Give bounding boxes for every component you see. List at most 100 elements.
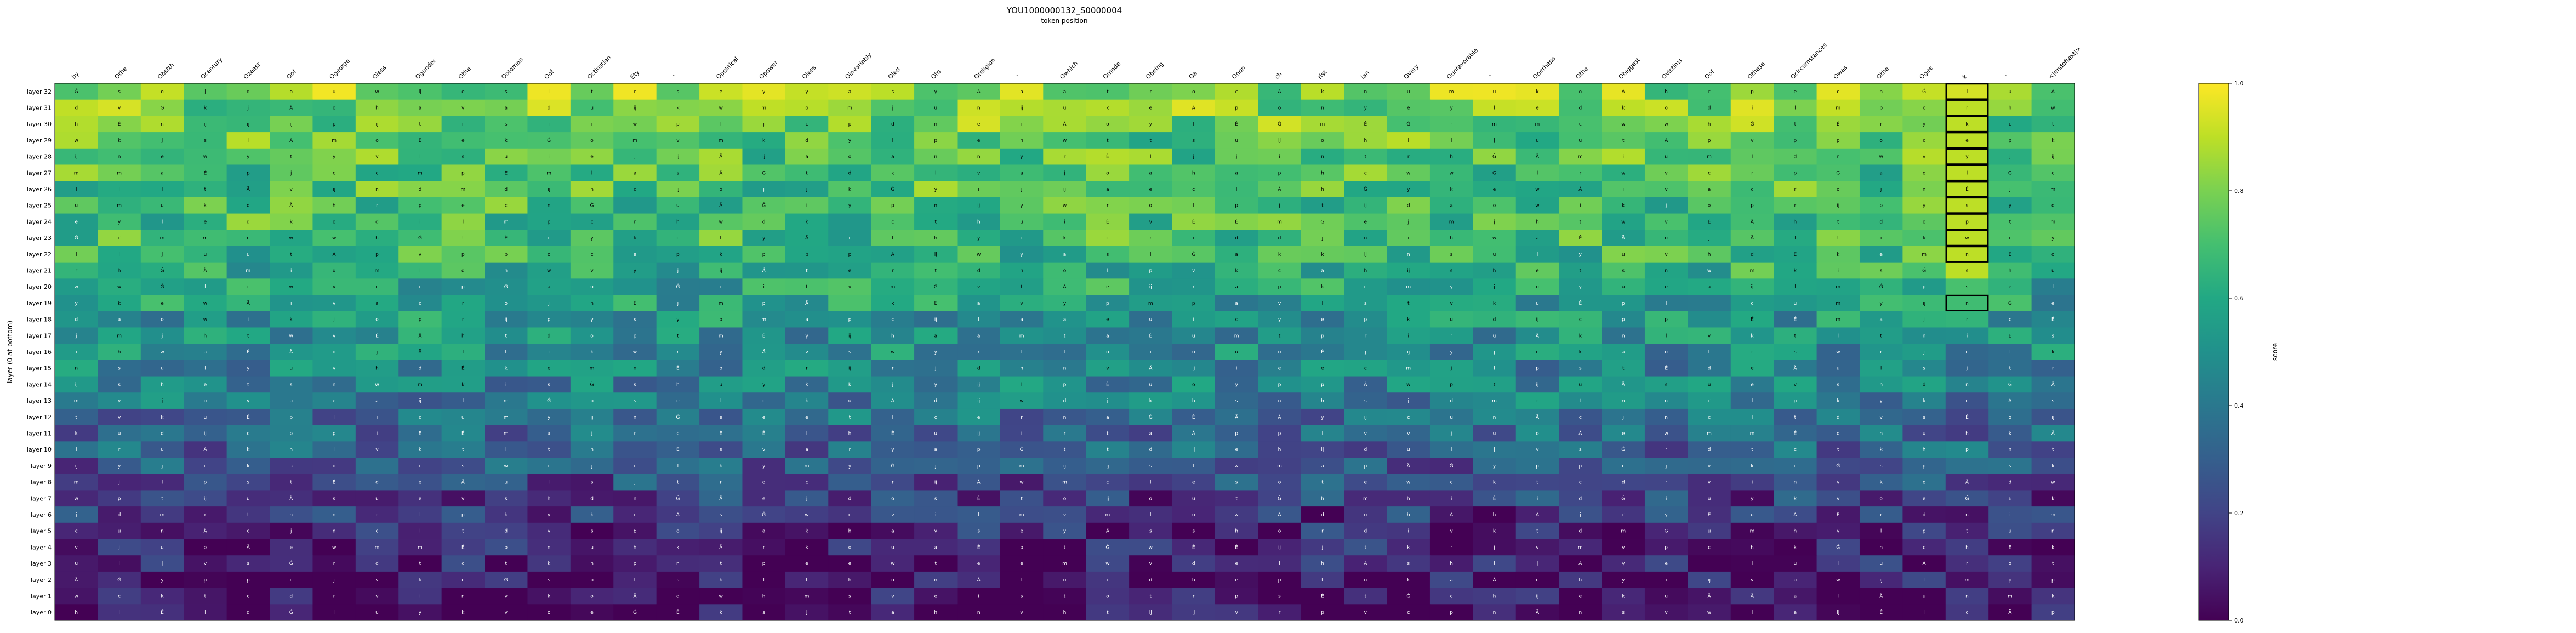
heatmap-cell (1215, 164, 1258, 181)
cell-label: Ä (1536, 512, 1540, 518)
cell-label: u (1622, 284, 1625, 290)
cell-label: n (1965, 252, 1969, 258)
cell-label: o (333, 106, 336, 111)
cell-label: Ġ (75, 235, 78, 241)
cell-label: j (290, 170, 292, 176)
cell-label: y (419, 610, 422, 615)
cell-label: h (375, 236, 379, 241)
cell-label: u (375, 610, 379, 615)
heatmap-cell (570, 197, 614, 214)
heatmap-cell (1774, 132, 1817, 149)
cell-label: w (203, 301, 207, 306)
heatmap-cell (699, 99, 743, 116)
cell-label: v (290, 187, 293, 192)
heatmap-cell (140, 164, 184, 181)
cell-label: m (1363, 496, 1368, 501)
cell-label: n (1965, 512, 1969, 518)
cell-label: c (1235, 89, 1238, 95)
heatmap-cell (699, 148, 743, 165)
y-tick-label: layer 31 (27, 105, 52, 112)
cell-label: y (934, 89, 938, 95)
heatmap-cell (828, 132, 872, 149)
cell-label: e (1235, 447, 1238, 453)
x-tick-label: Omade (1102, 60, 1122, 81)
cell-label: l (806, 431, 808, 436)
cell-label: Ġ (1492, 170, 1496, 176)
x-tick-label: Obiggest (1617, 56, 1642, 81)
cell-label: l (1838, 561, 1839, 567)
cell-label: j (1665, 203, 1667, 209)
heatmap-cell (441, 83, 485, 100)
heatmap-cell (485, 164, 528, 181)
heatmap-cell (1043, 246, 1087, 263)
heatmap-cell (914, 181, 958, 198)
cell-label: i (548, 155, 550, 160)
cell-label: e (1665, 284, 1668, 290)
cell-label: t (290, 252, 292, 258)
cell-label: o (204, 545, 207, 550)
cell-label: l (677, 464, 679, 469)
cell-label: m (890, 284, 895, 290)
cell-label: c (1751, 301, 1753, 306)
heatmap-cell (1129, 116, 1173, 133)
cell-label: h (1578, 578, 1582, 583)
cell-label: l (1193, 122, 1194, 127)
cell-label: m (1449, 219, 1454, 225)
cell-label: p (762, 252, 766, 258)
cell-label: Ä (1707, 593, 1711, 599)
cell-label: r (892, 366, 894, 372)
cell-label: d (1622, 480, 1625, 486)
cell-label: Ä (2051, 430, 2055, 436)
cell-label: w (1965, 236, 1969, 241)
cell-label: m (719, 301, 723, 306)
heatmap-cell (140, 230, 184, 247)
cell-label: c (1751, 187, 1753, 192)
cell-label: d (934, 398, 937, 404)
cell-label: s (677, 578, 680, 583)
cell-label: n (634, 366, 637, 372)
x-tick-labels: by Othe Obstth Ocentury Ozeast Oof Ogeorge Oies… (70, 41, 2082, 81)
cell-label: e (1235, 578, 1238, 583)
cell-label: y (1063, 301, 1067, 306)
heatmap-cell (485, 132, 528, 149)
cell-label: t (1536, 480, 1538, 486)
cell-label: Ė (762, 333, 766, 339)
cell-label: u (2009, 529, 2012, 534)
cell-label: o (1493, 203, 1496, 209)
cell-label: l (333, 447, 335, 453)
cell-label: j (677, 269, 679, 274)
heatmap-cell (1988, 213, 2032, 230)
x-tick-label: Oa (1188, 70, 1199, 81)
heatmap-cell (1344, 246, 1388, 263)
y-tick-label: layer 12 (27, 414, 52, 421)
heatmap-cell (1859, 116, 1903, 133)
cell-label: p (1965, 447, 1969, 453)
cell-label: e (1278, 366, 1281, 372)
cell-label: m (160, 512, 165, 518)
heatmap-cell (785, 148, 829, 165)
heatmap-cell (742, 83, 786, 100)
cell-label: p (1450, 382, 1453, 387)
cell-label: i (763, 284, 765, 290)
cell-label: y (1579, 284, 1582, 290)
cell-label: j (2009, 187, 2011, 192)
y-tick-label: layer 17 (27, 332, 52, 339)
cell-label: y (1450, 350, 1453, 355)
cell-label: e (1364, 480, 1367, 486)
cell-label: Ä (719, 154, 723, 160)
cell-label: Ä (1536, 609, 1540, 615)
cell-label: y (891, 447, 894, 453)
cell-label: n (634, 496, 637, 501)
heatmap-cell (98, 246, 141, 263)
cell-label: v (375, 447, 379, 453)
heatmap-cell (742, 116, 786, 133)
heatmap-cell (1945, 230, 1989, 247)
heatmap-cell (441, 99, 485, 116)
cell-label: t (1837, 447, 1839, 453)
cell-label: Ė (1235, 121, 1238, 127)
cell-label: Ġ (1621, 495, 1625, 501)
heatmap-cell (1902, 213, 1946, 230)
cell-label: a (118, 317, 121, 323)
cell-label: k (1579, 350, 1582, 355)
heatmap-cell (1387, 83, 1431, 100)
